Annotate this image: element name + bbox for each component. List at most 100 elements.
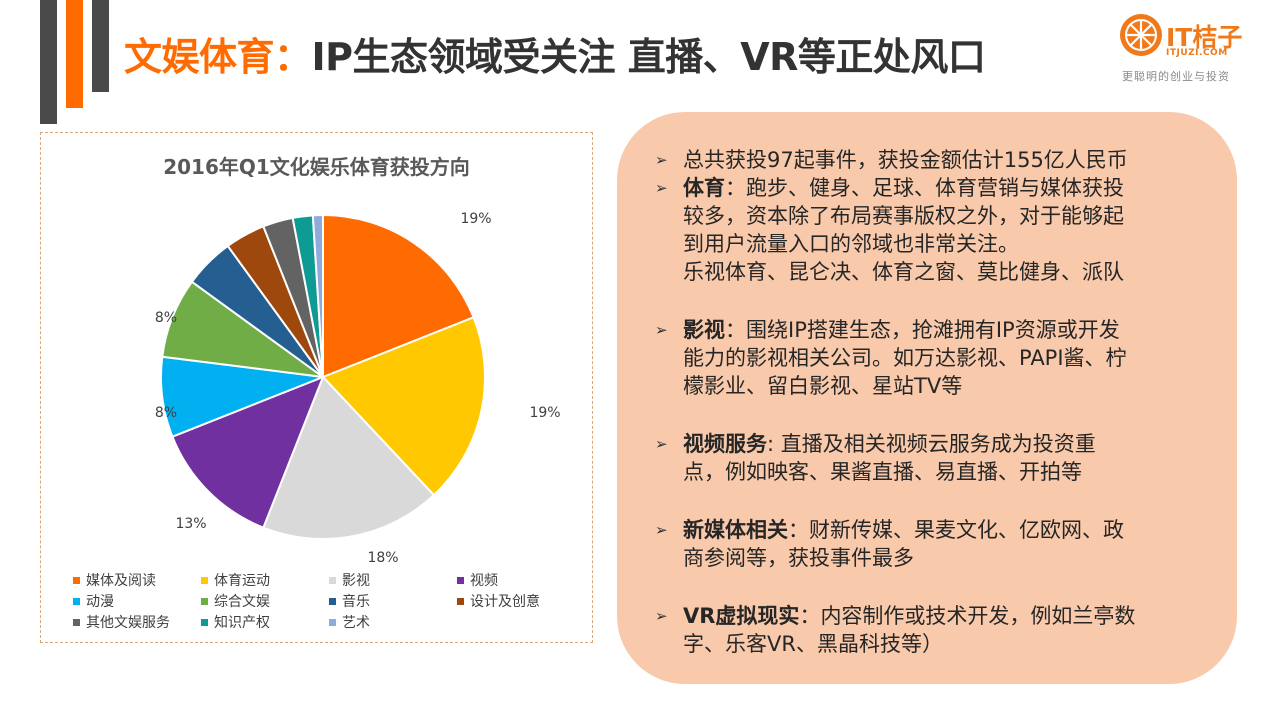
bullet-separator: ： [788, 518, 809, 542]
bullet-key: 视频服务 [683, 432, 767, 456]
bullet-text: 总共获投97起事件，获投金额估计155亿人民币 [683, 148, 1128, 172]
bullet-key: 新媒体相关 [683, 518, 788, 542]
legend-label: 动漫 [86, 594, 114, 610]
bullet-text: 檬影业、留白影视、星站TV等 [683, 374, 963, 398]
bullet-separator: ： [799, 604, 821, 628]
bullet-line: 体育：跑步、健身、足球、体育营销与媒体获投 [683, 174, 1205, 202]
bullet-arrow-icon: ➢ [655, 435, 668, 453]
bullet-text: 直播及相关视频云服务成为投资重 [780, 432, 1096, 456]
page-title-rest: IP生态领域受关注 直播、VR等正处风口 [311, 35, 986, 79]
page-title-accent: 文娱体育 [124, 35, 275, 79]
bullet-line: 商参阅等，获投事件最多 [683, 544, 1205, 572]
bullet-item: ➢ VR虚拟现实：内容制作或技术开发，例如兰亭数 字、乐客VR、黑晶科技等） [655, 602, 1205, 658]
legend-item: 影视 [329, 571, 457, 589]
bullet-line: 新媒体相关：财新传媒、果麦文化、亿欧网、政 [683, 516, 1205, 544]
legend-swatch [201, 576, 208, 584]
pie-slice [322, 213, 475, 379]
legend-swatch [73, 597, 80, 605]
bullet-text: 围绕IP搭建生态，抢滩拥有IP资源或开发 [746, 318, 1120, 342]
bullet-line: 到用户流量入口的邻域也非常关注。 [683, 230, 1205, 258]
legend-label: 艺术 [342, 615, 370, 631]
bullet-line: 总共获投97起事件，获投金额估计155亿人民币 [683, 146, 1205, 174]
bullet-text: 内容制作或技术开发，例如兰亭数 [820, 604, 1136, 628]
pie-slice [262, 375, 436, 540]
bullet-text: 乐视体育、昆仑决、体育之窗、莫比健身、派队 [683, 260, 1124, 284]
bullet-arrow-icon: ➢ [655, 179, 668, 197]
bullet-line: 较多，资本除了布局赛事版权之外，对于能够起 [683, 202, 1205, 230]
legend-item: 设计及创意 [457, 592, 585, 610]
legend-label: 体育运动 [214, 573, 270, 589]
legend-item: 音乐 [329, 592, 457, 610]
legend-label: 媒体及阅读 [86, 573, 156, 589]
page-title: 文娱体育：IP生态领域受关注 直播、VR等正处风口 [124, 26, 986, 81]
legend-item: 综合文娱 [201, 592, 329, 610]
bullet-item: ➢ 影视：围绕IP搭建生态，抢滩拥有IP资源或开发 能力的影视相关公司。如万达影视、… [655, 316, 1205, 400]
bullet-key: VR虚拟现实 [683, 604, 800, 628]
bullet-text: 点，例如映客、果酱直播、易直播、开拍等 [683, 460, 1082, 484]
page-title-colon: ： [274, 35, 312, 79]
legend-label: 视频 [470, 573, 498, 589]
bullet-text: 财新传媒、果麦文化、亿欧网、政 [809, 518, 1124, 542]
bullet-line: 影视：围绕IP搭建生态，抢滩拥有IP资源或开发 [683, 316, 1205, 344]
data-label: 19% [529, 405, 560, 421]
data-label: 19% [460, 211, 491, 227]
decor-bar-dark-left [40, 0, 57, 124]
chart-title: 2016年Q1文化娱乐体育获投方向 [163, 155, 470, 179]
bullet-line: VR虚拟现实：内容制作或技术开发，例如兰亭数 [683, 602, 1205, 630]
bullet-line: 点，例如映客、果酱直播、易直播、开拍等 [683, 458, 1205, 486]
legend-swatch [457, 576, 464, 584]
bullet-line: 视频服务: 直播及相关视频云服务成为投资重 [683, 430, 1205, 458]
orange-slice-logo-icon [1120, 14, 1162, 56]
legend-swatch [457, 597, 464, 605]
legend-swatch [329, 576, 336, 584]
pie-slice [171, 375, 325, 529]
pie-slice [311, 213, 324, 378]
legend-label: 音乐 [342, 594, 370, 610]
legend-label: 其他文娱服务 [86, 615, 170, 631]
bullet-item: ➢ 视频服务: 直播及相关视频云服务成为投资重 点，例如映客、果酱直播、易直播、开拍… [655, 430, 1205, 486]
bullet-key: 影视 [683, 318, 725, 342]
bullet-text: 商参阅等，获投事件最多 [683, 546, 914, 570]
legend-swatch [329, 597, 336, 605]
legend-item: 媒体及阅读 [73, 571, 201, 589]
bullet-item: ➢ 总共获投97起事件，获投金额估计155亿人民币 [655, 146, 1205, 174]
bullet-text: 较多，资本除了布局赛事版权之外，对于能够起 [683, 204, 1124, 228]
legend-swatch [329, 618, 336, 626]
bullet-arrow-icon: ➢ [655, 321, 668, 339]
legend-item: 动漫 [73, 592, 201, 610]
pie-chart: 19% 19% 18% 13% 8% 8% [155, 211, 561, 566]
legend-item: 体育运动 [201, 571, 329, 589]
bullet-line: 檬影业、留白影视、星站TV等 [683, 372, 1205, 400]
legend-swatch [73, 618, 80, 626]
legend-swatch [73, 576, 80, 584]
bullet-line: 能力的影视相关公司。如万达影视、PAPI酱、柠 [683, 344, 1205, 372]
bullet-separator: ： [725, 176, 746, 200]
legend-label: 综合文娱 [214, 594, 270, 610]
legend-swatch [201, 597, 208, 605]
bullet-text: 到用户流量入口的邻域也非常关注。 [683, 232, 1019, 256]
data-label: 8% [155, 405, 177, 421]
bullet-separator: ： [725, 318, 746, 342]
bullet-text: 跑步、健身、足球、体育营销与媒体获投 [746, 176, 1124, 200]
legend-item: 知识产权 [201, 613, 329, 631]
bullet-text: 能力的影视相关公司。如万达影视、PAPI酱、柠 [683, 346, 1127, 370]
legend-item: 其他文娱服务 [73, 613, 201, 631]
legend-item: 视频 [457, 571, 585, 589]
bullet-item: ➢ 新媒体相关：财新传媒、果麦文化、亿欧网、政 商参阅等，获投事件最多 [655, 516, 1205, 572]
summary-panel: ➢ 总共获投97起事件，获投金额估计155亿人民币 ➢ 体育：跑步、健身、足球、体育营… [617, 112, 1237, 684]
legend-label: 知识产权 [214, 615, 270, 631]
bullet-arrow-icon: ➢ [655, 607, 668, 625]
bullet-key: 体育 [683, 176, 725, 200]
legend-item: 艺术 [329, 613, 457, 631]
decor-bar-orange [66, 0, 83, 108]
pie-slice [321, 316, 486, 497]
pie-chart-container: 2016年Q1文化娱乐体育获投方向 19% 19% 18% 13% 8% 8% 媒体及阅读… [40, 132, 593, 643]
logo-url: ITJUZI.COM [1166, 48, 1228, 58]
chart-legend: 媒体及阅读 体育运动 影视 视频 动漫 综合文娱 音乐 设计及创意 其他文娱服务 知识产权 艺术 [73, 571, 573, 631]
bullet-arrow-icon: ➢ [655, 151, 668, 169]
bullet-text: 字、乐客VR、黑晶科技等） [683, 632, 943, 656]
bullet-list: ➢ 总共获投97起事件，获投金额估计155亿人民币 ➢ 体育：跑步、健身、足球、体育营… [655, 146, 1205, 658]
bullet-arrow-icon: ➢ [655, 521, 668, 539]
data-label: 18% [367, 550, 398, 566]
itjuzi-logo: IT桔子 ITJUZI.COM 更聪明的创业与投资 [1118, 12, 1268, 84]
